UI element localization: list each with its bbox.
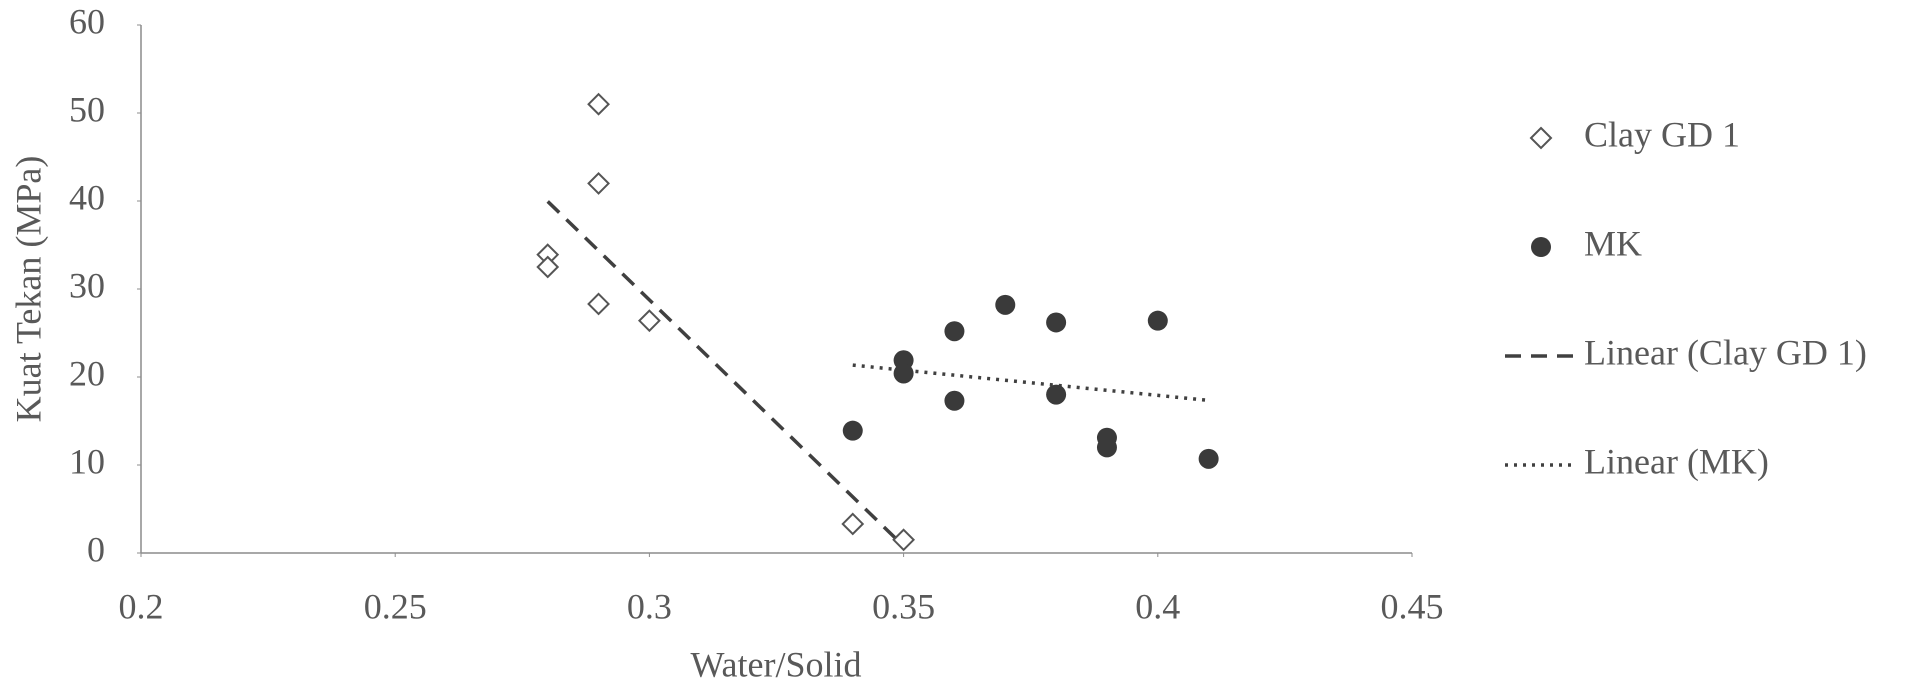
x-axis-title: Water/Solid <box>690 644 861 684</box>
x-tick-label: 0.25 <box>364 586 427 626</box>
point <box>894 530 914 550</box>
legend-label: Linear (Clay GD 1) <box>1584 332 1867 372</box>
legend-label: Linear (MK) <box>1584 441 1769 481</box>
trendline <box>548 201 904 546</box>
point <box>843 514 863 534</box>
x-tick-label: 0.45 <box>1381 586 1444 626</box>
y-tick-label: 0 <box>87 529 105 569</box>
point <box>1097 437 1117 457</box>
y-tick-label: 60 <box>69 1 105 41</box>
legend-label: MK <box>1584 223 1642 263</box>
point <box>589 294 609 314</box>
point <box>589 173 609 193</box>
point <box>944 391 964 411</box>
point <box>538 257 558 277</box>
point <box>1046 312 1066 332</box>
y-tick-label: 20 <box>69 353 105 393</box>
y-axis-title: Kuat Tekan (MPa) <box>8 156 48 423</box>
point <box>843 421 863 441</box>
x-tick-label: 0.3 <box>627 586 672 626</box>
point <box>1148 311 1168 331</box>
point <box>589 94 609 114</box>
point <box>995 295 1015 315</box>
point <box>894 363 914 383</box>
x-tick-label: 0.2 <box>119 586 164 626</box>
x-tick-label: 0.4 <box>1135 586 1180 626</box>
y-tick-label: 50 <box>69 89 105 129</box>
legend-marker <box>1531 128 1551 148</box>
point <box>639 311 659 331</box>
chart: Water/Solid Kuat Tekan (MPa) 0 10 20 30 40 50… <box>0 0 1926 687</box>
point <box>1046 385 1066 405</box>
x-tick-label: 0.35 <box>872 586 935 626</box>
legend-label: Clay GD 1 <box>1584 114 1740 154</box>
y-tick-label: 10 <box>69 441 105 481</box>
point <box>944 321 964 341</box>
point <box>1199 449 1219 469</box>
y-tick-label: 30 <box>69 265 105 305</box>
y-tick-label: 40 <box>69 177 105 217</box>
legend-marker <box>1531 237 1551 257</box>
